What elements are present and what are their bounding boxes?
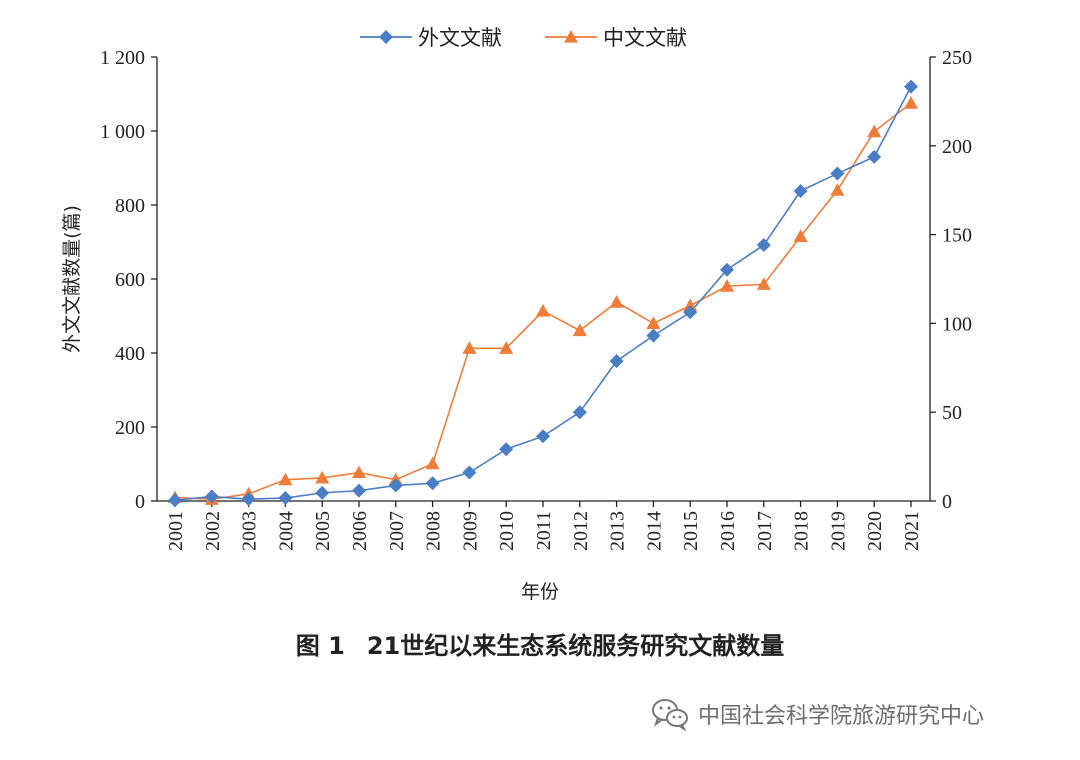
x-tick-label: 2015 bbox=[680, 511, 702, 551]
data-point-triangle bbox=[867, 124, 882, 138]
x-tick-label: 2003 bbox=[239, 511, 261, 551]
right-tick-label: 150 bbox=[942, 225, 972, 247]
left-tick-label: 0 bbox=[135, 491, 145, 513]
wechat-icon bbox=[652, 699, 688, 731]
right-tick-label: 0 bbox=[942, 491, 952, 513]
data-point-diamond bbox=[646, 328, 661, 343]
x-axis-title: 年份 bbox=[521, 581, 559, 603]
x-tick-label: 2014 bbox=[643, 511, 665, 551]
data-point-diamond bbox=[867, 149, 882, 164]
data-point-diamond bbox=[168, 493, 182, 508]
caption-text: 21世纪以来生态系统服务研究文献数量 bbox=[366, 632, 785, 660]
data-point-diamond bbox=[425, 476, 440, 491]
figure-caption: 图 1 21世纪以来生态系统服务研究文献数量 bbox=[0, 626, 1080, 661]
data-point-triangle bbox=[904, 96, 918, 109]
tick-labels: 0 200 400 600 800 1 000 1 200 0 50 100 150 200 250 20… bbox=[100, 47, 972, 551]
legend-marker-triangle bbox=[564, 30, 578, 43]
data-point-diamond bbox=[904, 79, 918, 94]
watermark-text: 中国社会科学院旅游研究中心 bbox=[698, 704, 985, 729]
left-tick-label: 400 bbox=[115, 343, 145, 365]
data-point-diamond bbox=[830, 166, 845, 181]
x-tick-label: 2020 bbox=[864, 511, 886, 551]
chart-svg: 0 200 400 600 800 1 000 1 200 0 50 100 150 200 250 20… bbox=[61, 26, 972, 603]
right-tick-label: 100 bbox=[942, 313, 972, 335]
legend-marker-diamond bbox=[379, 30, 393, 44]
data-point-triangle bbox=[536, 303, 550, 317]
data-point-diamond bbox=[499, 442, 514, 457]
x-tick-label: 2016 bbox=[717, 511, 739, 551]
x-tick-label: 2001 bbox=[165, 511, 187, 551]
data-point-triangle bbox=[278, 472, 293, 486]
watermark: 中国社会科学院旅游研究中心 bbox=[650, 696, 984, 732]
x-tick-label: 2008 bbox=[423, 511, 445, 551]
data-point-triangle bbox=[793, 229, 808, 242]
data-point-triangle bbox=[683, 298, 698, 312]
x-tick-label: 2017 bbox=[754, 511, 776, 551]
left-tick-label: 200 bbox=[115, 417, 145, 439]
right-tick-label: 50 bbox=[942, 402, 962, 424]
x-tick-label: 2004 bbox=[275, 511, 297, 551]
x-tick-label: 2007 bbox=[386, 511, 408, 551]
x-tick-label: 2019 bbox=[827, 511, 849, 551]
caption-number: 图 1 bbox=[295, 632, 345, 660]
data-point-diamond bbox=[388, 478, 403, 493]
data-point-diamond bbox=[572, 405, 587, 420]
data-point-diamond bbox=[462, 465, 477, 480]
legend-label: 外文文献 bbox=[418, 26, 502, 50]
legend-label: 中文文献 bbox=[603, 26, 687, 50]
data-point-diamond bbox=[793, 183, 808, 198]
data-point-triangle bbox=[830, 183, 845, 196]
data-point-diamond bbox=[756, 237, 771, 252]
x-tick-label: 2005 bbox=[312, 511, 334, 551]
x-tick-label: 2013 bbox=[607, 511, 629, 551]
data-point-triangle bbox=[499, 341, 514, 354]
left-tick-label: 1 200 bbox=[100, 47, 145, 69]
x-tick-label: 2011 bbox=[533, 511, 555, 550]
left-tick-label: 1 000 bbox=[100, 121, 145, 143]
data-point-diamond bbox=[241, 492, 256, 507]
right-tick-label: 200 bbox=[942, 136, 972, 158]
data-point-diamond bbox=[536, 429, 550, 444]
data-point-triangle bbox=[315, 470, 330, 484]
x-tick-label: 2010 bbox=[496, 511, 518, 551]
left-tick-label: 800 bbox=[115, 195, 145, 217]
x-tick-label: 2006 bbox=[349, 511, 371, 551]
x-tick-label: 2002 bbox=[202, 511, 224, 551]
data-point-triangle bbox=[756, 277, 771, 290]
data-point-diamond bbox=[720, 262, 734, 277]
data-point-triangle bbox=[462, 341, 477, 354]
data-point-triangle bbox=[609, 295, 624, 308]
data-point-diamond bbox=[278, 491, 293, 506]
right-tick-label: 250 bbox=[942, 47, 972, 69]
data-point-diamond bbox=[683, 305, 698, 320]
data-point-triangle bbox=[572, 323, 587, 337]
series-markers bbox=[168, 79, 918, 508]
y-axis-title: 外文文献数量(篇) bbox=[61, 205, 83, 353]
data-point-triangle bbox=[646, 316, 661, 329]
data-point-diamond bbox=[204, 489, 219, 504]
x-tick-label: 2009 bbox=[459, 511, 481, 551]
data-point-triangle bbox=[425, 456, 440, 470]
data-point-diamond bbox=[352, 483, 366, 498]
data-point-diamond bbox=[609, 354, 624, 369]
x-tick-label: 2021 bbox=[901, 511, 923, 551]
data-point-triangle bbox=[352, 465, 366, 479]
left-tick-label: 600 bbox=[115, 269, 145, 291]
x-tick-label: 2018 bbox=[791, 511, 813, 551]
x-tick-label: 2012 bbox=[570, 511, 592, 551]
data-point-diamond bbox=[315, 485, 330, 500]
data-point-triangle bbox=[720, 279, 734, 292]
legend: 外文文献 中文文献 bbox=[360, 26, 687, 50]
